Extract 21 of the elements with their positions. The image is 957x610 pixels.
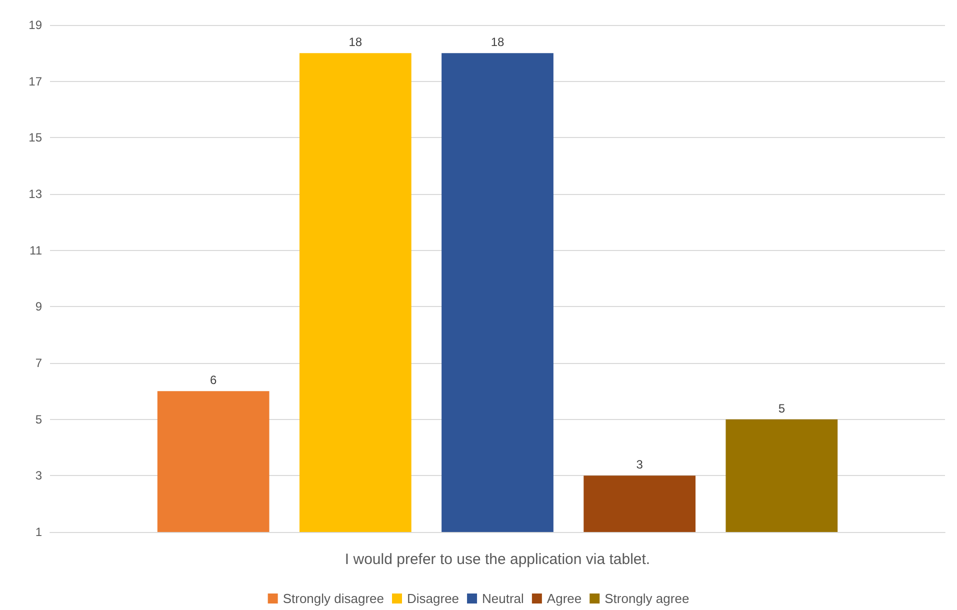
- legend-label: Agree: [546, 591, 582, 606]
- legend-label: Neutral: [482, 591, 524, 606]
- x-tick-label: I would prefer to use the application via tablet.: [344, 551, 650, 568]
- y-tick-label: 11: [30, 243, 42, 258]
- y-tick-label: 19: [28, 18, 42, 32]
- y-tick-label: 3: [35, 468, 42, 483]
- data-label: 3: [636, 458, 644, 472]
- legend-label: Strongly disagree: [282, 591, 384, 606]
- y-tick-label: 7: [35, 356, 42, 370]
- legend-label: Disagree: [407, 591, 460, 606]
- data-label: 18: [348, 35, 362, 50]
- y-tick-label: 9: [35, 300, 42, 314]
- y-tick-label: 17: [28, 74, 42, 88]
- y-tick-label: 15: [28, 130, 42, 145]
- y-tick-label: 1: [35, 525, 42, 539]
- data-label: 5: [778, 401, 786, 416]
- y-tick-label: 5: [35, 412, 42, 426]
- data-label: 6: [210, 373, 217, 388]
- y-tick-label: 13: [28, 187, 42, 201]
- legend-label: Strongly agree: [604, 591, 690, 606]
- data-label: 18: [490, 35, 504, 50]
